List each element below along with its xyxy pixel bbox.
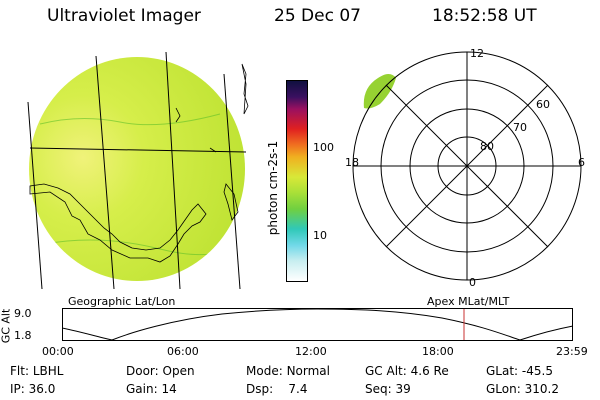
- mlt-label-12: 12: [470, 47, 484, 60]
- header-time: 18:52:58 UT: [432, 6, 537, 26]
- header-date: 25 Dec 07: [274, 6, 361, 26]
- altitude-plot: [62, 308, 574, 341]
- time-tick-0600: 06:00: [167, 345, 199, 358]
- time-tick-1200: 12:00: [295, 345, 327, 358]
- polar-aurora-blob: [363, 74, 396, 109]
- colorbar-tick-100: 100: [313, 141, 334, 154]
- mode-field: Mode: Normal: [246, 364, 330, 378]
- polar-mlat-mlt-plot: [352, 51, 582, 281]
- geographic-caption: Geographic Lat/Lon: [68, 295, 176, 308]
- apex-caption: Apex MLat/MLT: [427, 295, 510, 308]
- mlt-label-0: 0: [469, 276, 476, 289]
- time-tick-2359: 23:59: [556, 345, 588, 358]
- flt-field: Flt: LBHL: [10, 364, 64, 378]
- altitude-tick-high: 9.0: [14, 307, 32, 320]
- mlat-label-80: 80: [480, 140, 494, 153]
- altitude-axis-label: GC Alt: [0, 308, 13, 344]
- colorbar: [286, 80, 308, 282]
- glon-field: GLon: 310.2: [486, 382, 559, 396]
- altitude-curve: [62, 308, 574, 341]
- seq-field: Seq: 39: [365, 382, 411, 396]
- door-field: Door: Open: [126, 364, 195, 378]
- mlt-label-18: 18: [345, 156, 359, 169]
- mlt-label-6: 6: [578, 156, 585, 169]
- polar-grid: [352, 51, 582, 281]
- time-tick-0000: 00:00: [42, 345, 74, 358]
- lat-lon-grid: [27, 51, 247, 290]
- glat-field: GLat: -45.5: [486, 364, 553, 378]
- mlat-label-70: 70: [513, 121, 527, 134]
- gain-field: Gain: 14: [126, 382, 177, 396]
- colorbar-tick-10: 10: [313, 229, 327, 242]
- time-tick-1800: 18:00: [422, 345, 454, 358]
- geographic-image-map: [27, 51, 249, 290]
- instrument-title: Ultraviolet Imager: [47, 6, 201, 26]
- dsp-field: Dsp: 7.4: [246, 382, 308, 396]
- ip-field: IP: 36.0: [10, 382, 56, 396]
- mlat-label-60: 60: [536, 98, 550, 111]
- altitude-tick-low: 1.8: [14, 329, 32, 342]
- uv-image-disk: [29, 57, 245, 281]
- coastline: [29, 183, 207, 263]
- gc-alt-field: GC Alt: 4.6 Re: [365, 364, 449, 378]
- colorbar-label: photon cm-2s-1: [266, 140, 280, 236]
